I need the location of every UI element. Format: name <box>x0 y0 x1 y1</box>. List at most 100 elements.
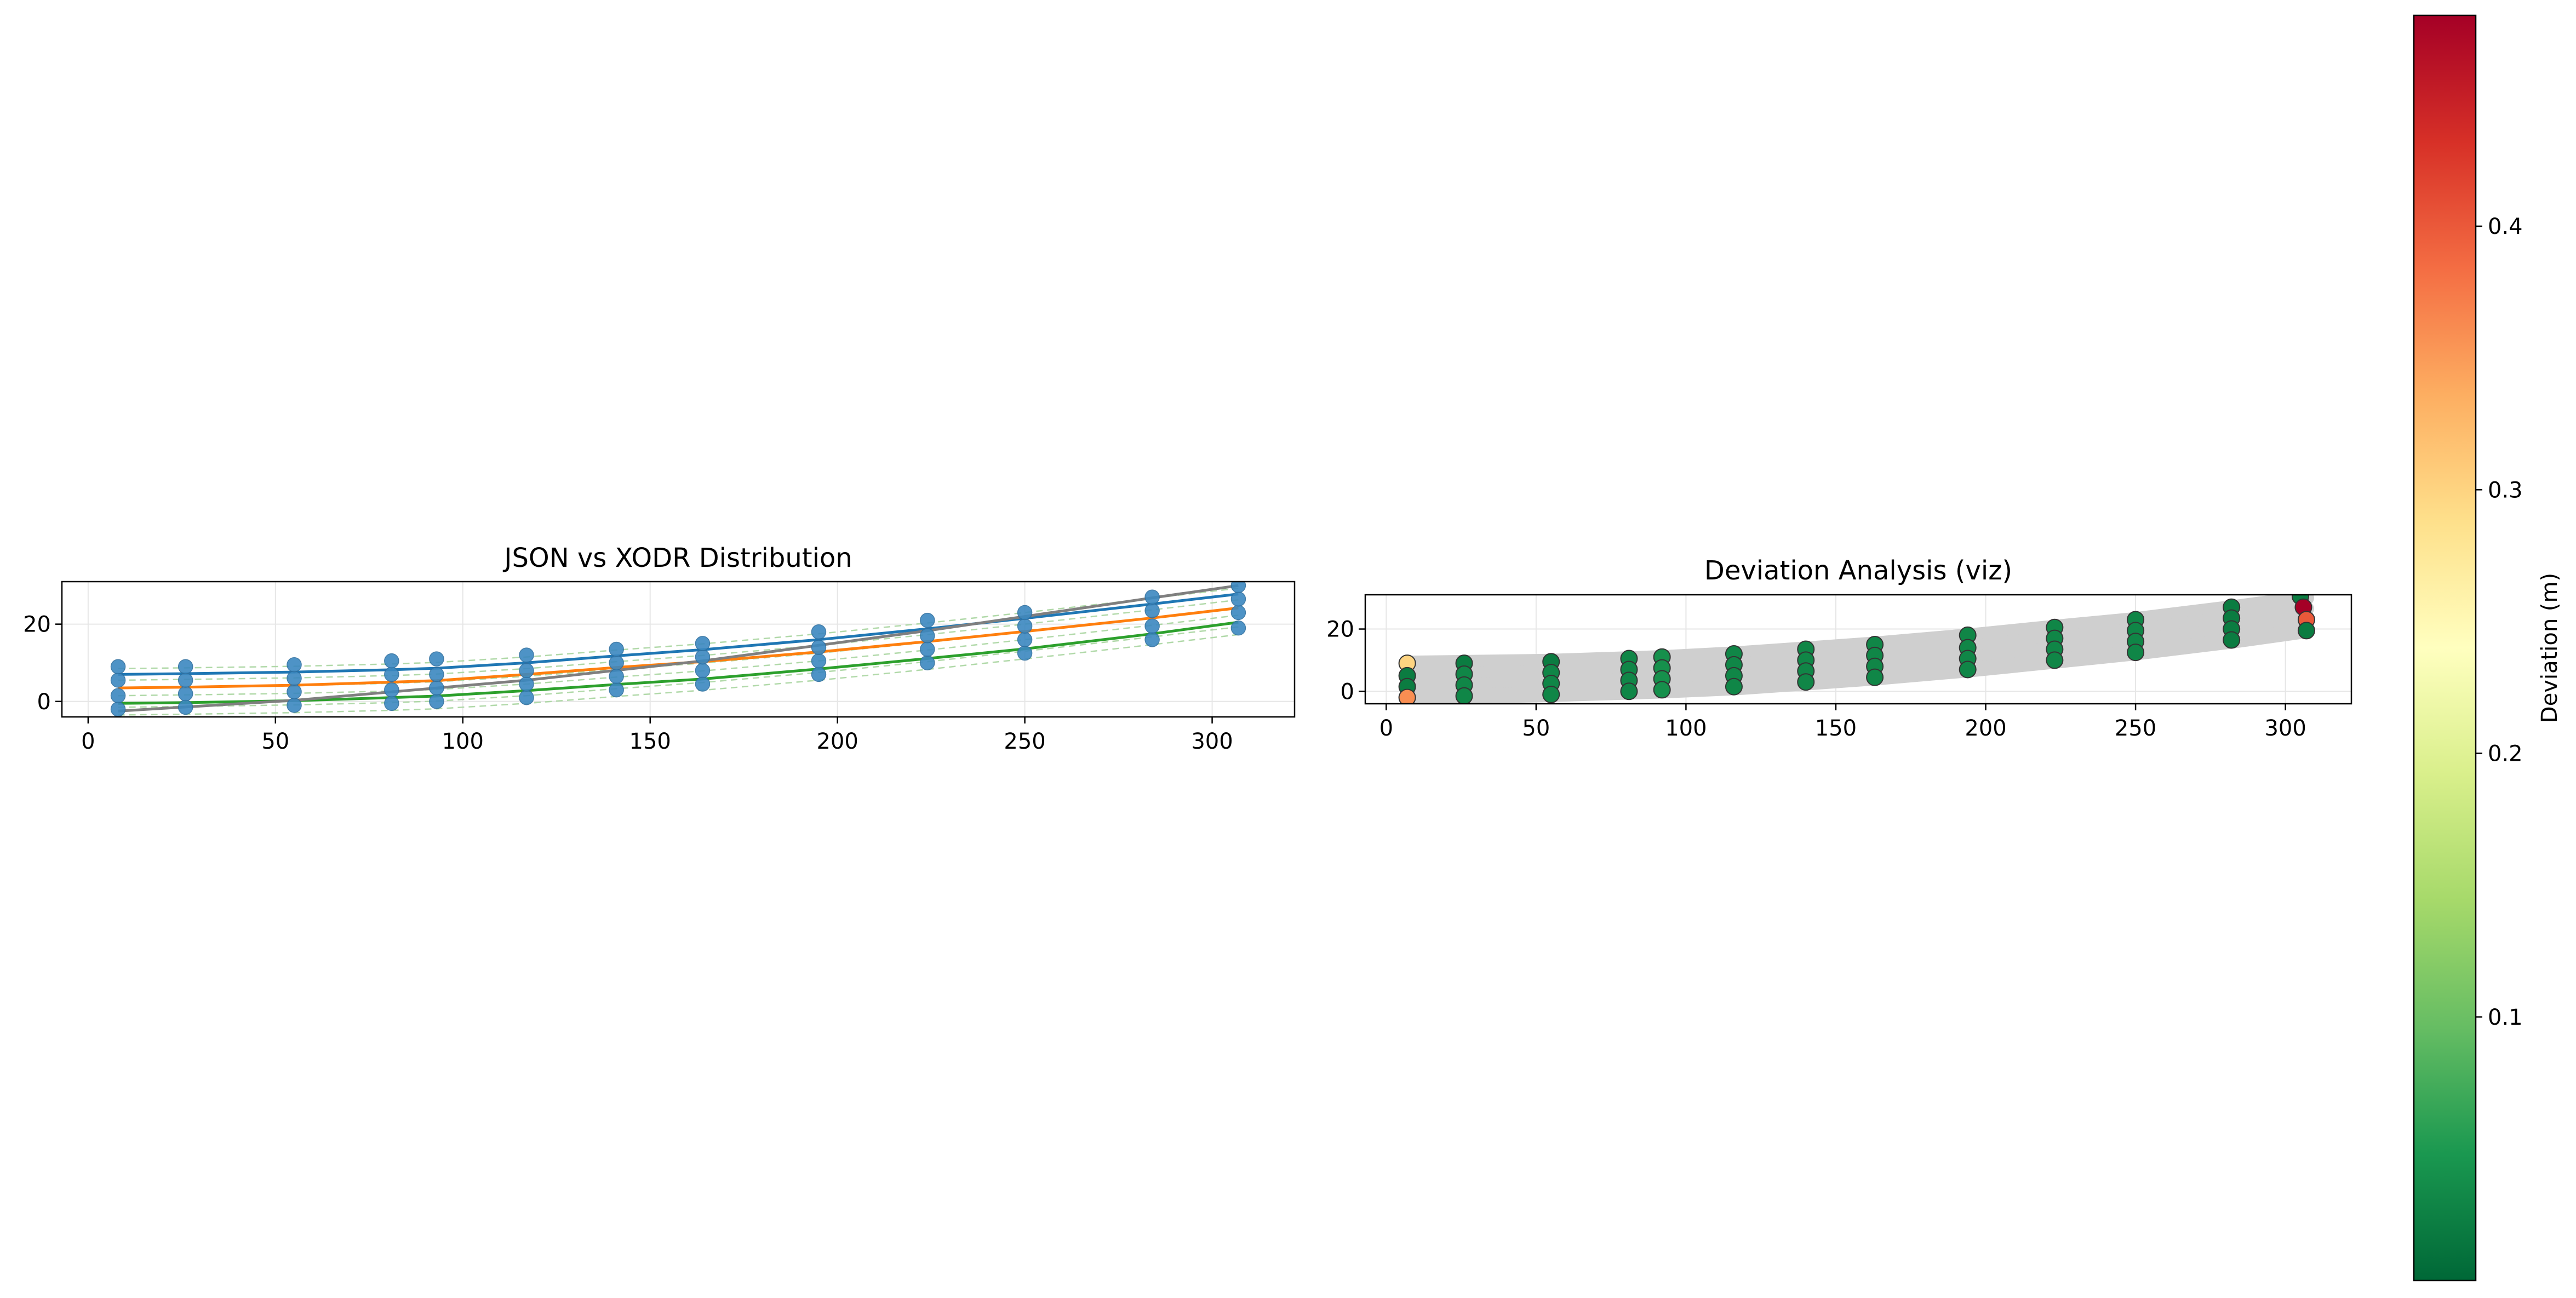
json-point <box>384 667 399 682</box>
json-point <box>695 663 711 679</box>
y-tick-label: 0 <box>37 690 51 715</box>
json-point <box>1230 591 1246 607</box>
deviation-point <box>1797 673 1815 691</box>
json-point <box>1017 632 1033 647</box>
json-point <box>695 636 711 651</box>
deviation-point <box>1653 681 1671 699</box>
colorbar-label: Deviation (m) <box>2537 573 2562 723</box>
json-point <box>384 696 399 711</box>
json-point <box>811 667 827 682</box>
left-grid <box>62 582 1295 717</box>
x-tick-label: 150 <box>1815 716 1857 741</box>
json-point <box>695 676 711 692</box>
y-tick-label: 20 <box>1326 617 1354 642</box>
deviation-point <box>2046 651 2064 669</box>
colorbar-tick-label: 0.2 <box>2488 742 2523 767</box>
json-point <box>429 651 444 667</box>
x-tick-label: 250 <box>2115 716 2156 741</box>
x-tick-label: 200 <box>1965 716 2006 741</box>
json-point <box>695 649 711 665</box>
left-y-axis: 0 20 <box>23 612 62 715</box>
left-chart-title: JSON vs XODR Distribution <box>502 543 852 573</box>
json-point <box>811 640 827 655</box>
json-point <box>519 647 534 663</box>
json-point <box>384 653 399 669</box>
series-line-2 <box>118 606 1239 690</box>
json-point <box>287 657 302 673</box>
json-point <box>110 702 126 717</box>
deviation-point <box>1959 661 1977 679</box>
json-point <box>429 680 444 696</box>
right-chart: Deviation Analysis (viz) 0 50 100 150 200 250… <box>1326 555 2352 741</box>
json-point <box>178 659 193 675</box>
x-tick-label: 100 <box>442 729 484 754</box>
json-point <box>1230 605 1246 621</box>
deviation-point <box>2223 631 2241 649</box>
x-tick-label: 200 <box>816 729 858 754</box>
x-tick-label: 300 <box>1191 729 1233 754</box>
json-point <box>429 694 444 709</box>
json-point <box>920 612 935 628</box>
json-point <box>1144 618 1160 634</box>
left-chart: JSON vs XODR Distribution 0 50 100 150 200 25… <box>23 543 1296 754</box>
json-point <box>1144 589 1160 605</box>
json-point <box>110 659 126 675</box>
colorbar-tick-label: 0.1 <box>2488 1005 2523 1030</box>
json-point <box>811 624 827 640</box>
json-point <box>110 673 126 688</box>
left-plot-frame <box>61 581 1296 718</box>
deviation-point <box>1866 668 1884 686</box>
deviation-point <box>2127 644 2145 662</box>
json-point <box>609 669 624 684</box>
deviation-point <box>2297 622 2315 640</box>
json-point <box>178 699 193 715</box>
x-tick-label: 300 <box>2264 716 2306 741</box>
json-point <box>1144 632 1160 647</box>
deviation-point <box>1398 688 1416 704</box>
right-chart-title: Deviation Analysis (viz) <box>1704 555 2012 586</box>
json-point <box>519 663 534 679</box>
json-point <box>110 688 126 703</box>
json-point <box>1230 620 1246 636</box>
json-point <box>920 628 935 644</box>
colorbar-ticks: 0.1 0.2 0.3 0.4 <box>2476 214 2523 1030</box>
right-plot-frame <box>1364 594 2352 705</box>
json-point <box>1230 582 1246 593</box>
colorbar: 0.1 0.2 0.3 0.4 Deviation (m) <box>2413 14 2562 1282</box>
json-point <box>609 641 624 657</box>
deviation-point <box>1455 687 1473 704</box>
json-point <box>811 653 827 669</box>
json-point <box>609 655 624 670</box>
json-point <box>287 698 302 713</box>
x-tick-label: 250 <box>1004 729 1045 754</box>
y-tick-label: 20 <box>23 612 51 637</box>
x-tick-label: 100 <box>1665 716 1707 741</box>
json-point <box>384 682 399 698</box>
json-point <box>1017 605 1033 621</box>
json-point <box>287 684 302 699</box>
json-point <box>429 667 444 682</box>
deviation-point <box>1542 685 1560 703</box>
x-tick-label: 150 <box>629 729 671 754</box>
colorbar-tick-label: 0.3 <box>2488 478 2523 503</box>
right-x-axis: 0 50 100 150 200 250 300 <box>1379 704 2306 741</box>
json-point <box>178 673 193 688</box>
json-point <box>1017 645 1033 661</box>
left-json-points <box>110 582 1246 717</box>
colorbar-gradient <box>2413 14 2477 1282</box>
left-x-axis: 0 50 100 150 200 250 300 <box>81 717 1233 754</box>
json-point <box>287 670 302 686</box>
json-point <box>178 686 193 702</box>
deviation-point <box>1620 682 1638 700</box>
json-point <box>1017 618 1033 634</box>
json-point <box>609 682 624 698</box>
colorbar-tick-label: 0.4 <box>2488 214 2523 239</box>
right-deviation-points <box>1398 595 2315 704</box>
x-tick-label: 50 <box>261 729 289 754</box>
json-point <box>920 655 935 670</box>
right-y-axis: 0 20 <box>1326 617 1365 704</box>
json-point <box>519 690 534 705</box>
deviation-point <box>1725 677 1743 696</box>
x-tick-label: 0 <box>81 729 95 754</box>
